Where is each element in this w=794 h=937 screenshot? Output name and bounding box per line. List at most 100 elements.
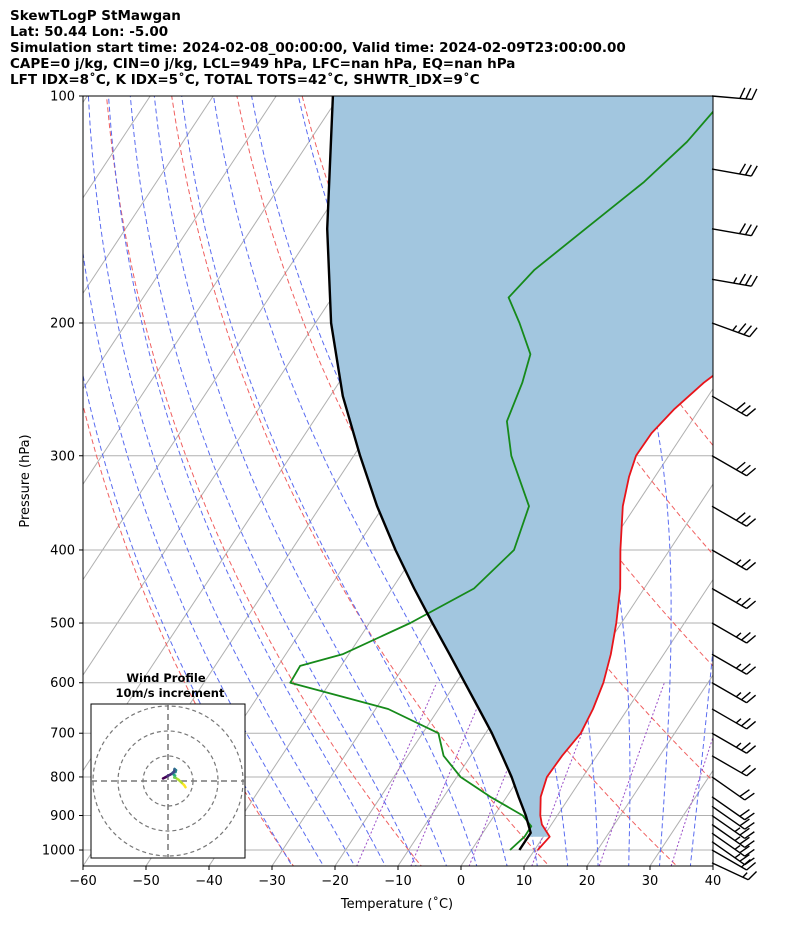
wind-barb-flag xyxy=(739,845,750,854)
wind-barb xyxy=(711,163,758,177)
time-line: Simulation start time: 2024-02-08_00:00:… xyxy=(10,40,626,56)
wind-barb-flag xyxy=(745,88,752,100)
wind-barb-half-flag xyxy=(735,718,742,724)
x-tick-label: −60 xyxy=(69,874,96,889)
wind-barb xyxy=(711,455,757,477)
wind-barb-flag xyxy=(746,407,757,417)
isotherm-line xyxy=(523,578,713,866)
axis-ticks: −60 −50 −40 −30 −20 −10 0 10 20 30 40 1000 900 800 700… xyxy=(42,90,721,890)
hodograph-inset: Wind Profile 10m/s increment xyxy=(90,671,246,859)
wind-barb-half-flag xyxy=(735,663,742,669)
y-tick-label: 800 xyxy=(50,770,75,785)
isotherm-line xyxy=(83,96,277,390)
wind-barb xyxy=(711,841,755,866)
wind-barb-flag xyxy=(740,717,751,727)
wind-barb-flag xyxy=(746,720,757,730)
dewpoint-line xyxy=(289,110,713,851)
wind-barb-flag xyxy=(740,404,751,414)
dry-adiabat xyxy=(171,96,550,866)
location-line: Lat: 50.44 Lon: -5.00 xyxy=(10,24,169,40)
y-axis-label: Pressure (hPa) xyxy=(18,434,33,527)
y-tick-label: 200 xyxy=(50,316,75,331)
wind-barb-half-flag xyxy=(735,559,742,565)
y-tick-label: 500 xyxy=(50,617,75,632)
wind-barb-staff xyxy=(711,823,746,849)
wind-barb-flag xyxy=(740,515,751,524)
temperature-line xyxy=(537,374,713,851)
wind-barb xyxy=(711,395,757,417)
y-tick-label: 900 xyxy=(50,809,75,824)
wind-barb-half-flag xyxy=(733,277,738,284)
wind-barb-staff xyxy=(711,682,747,704)
moist-adiabat xyxy=(213,96,508,866)
wind-barb-half-flag xyxy=(735,692,742,698)
isotherm-line xyxy=(83,96,340,486)
wind-barb-flag xyxy=(740,558,751,568)
wind-barb-flag xyxy=(744,812,755,821)
y-tick-label: 300 xyxy=(50,449,75,464)
wind-barb xyxy=(711,587,757,610)
moist-adiabat xyxy=(108,96,387,866)
wind-barb-staff xyxy=(711,814,746,840)
wind-barbs xyxy=(711,87,758,881)
y-tick-label: 400 xyxy=(50,543,75,558)
chart-title: SkewTLogP StMawgan xyxy=(10,8,181,24)
isotherm-line xyxy=(766,61,794,881)
wind-barb-flag xyxy=(744,792,755,801)
cin-shaded-area xyxy=(327,96,713,837)
wind-barb xyxy=(711,814,755,840)
dry-adiabat xyxy=(83,403,295,866)
x-tick-label: 0 xyxy=(457,874,465,889)
wind-barb-flag xyxy=(739,789,750,798)
wind-barb-staff xyxy=(711,708,747,730)
wind-barb-flag xyxy=(751,88,758,100)
y-tick-label: 100 xyxy=(50,90,75,105)
hodograph-segment xyxy=(161,776,167,780)
wind-barb xyxy=(711,273,758,287)
wind-barb-flag xyxy=(744,857,755,866)
hodograph-subtitle: 10m/s increment xyxy=(116,686,225,700)
wind-barb-half-flag xyxy=(735,632,742,638)
y-tick-label: 600 xyxy=(50,676,75,691)
wind-barb-staff xyxy=(711,168,752,177)
wind-barb-flag xyxy=(739,818,750,827)
wind-barb-flag xyxy=(744,224,752,236)
wind-barb-staff xyxy=(711,587,747,610)
moist-adiabat xyxy=(129,96,417,866)
wind-barb-half-flag xyxy=(734,853,741,859)
wind-barb-flag xyxy=(746,861,757,871)
dry-adiabat xyxy=(105,96,422,866)
wind-barb-flag xyxy=(744,821,755,830)
x-tick-label: −20 xyxy=(321,874,348,889)
wind-barb-flag xyxy=(744,831,755,840)
x-tick-label: −50 xyxy=(132,874,159,889)
hodograph-title: Wind Profile xyxy=(126,671,206,685)
wind-barb-flag xyxy=(746,767,757,777)
wind-barb-flag xyxy=(747,870,758,881)
wind-barb xyxy=(711,653,757,675)
wind-barb-flag xyxy=(735,401,746,411)
wind-barb-staff xyxy=(711,776,746,801)
wind-barb-flag xyxy=(746,634,757,644)
wind-barb xyxy=(711,805,755,830)
x-tick-label: −30 xyxy=(258,874,285,889)
wind-barb-staff xyxy=(711,505,747,527)
wind-barb-staff xyxy=(711,278,752,287)
x-tick-label: 20 xyxy=(579,874,596,889)
wind-barb-flag xyxy=(749,327,758,338)
y-tick-label: 1000 xyxy=(42,844,75,859)
isotherm-line xyxy=(83,96,214,295)
wind-barb-half-flag xyxy=(735,597,742,604)
wind-barb-flag xyxy=(746,561,757,571)
wind-barb xyxy=(711,832,755,857)
moist-adiabat xyxy=(87,96,356,866)
wind-barb-flag xyxy=(746,666,757,675)
wind-barb xyxy=(711,823,755,849)
y-tick-label: 700 xyxy=(50,727,75,742)
wind-barb-flag xyxy=(740,663,751,672)
wind-barb-half-flag xyxy=(734,836,741,842)
wind-barb-flag xyxy=(750,275,758,287)
hodograph-ring xyxy=(117,730,219,832)
wind-barb-staff xyxy=(711,862,749,881)
